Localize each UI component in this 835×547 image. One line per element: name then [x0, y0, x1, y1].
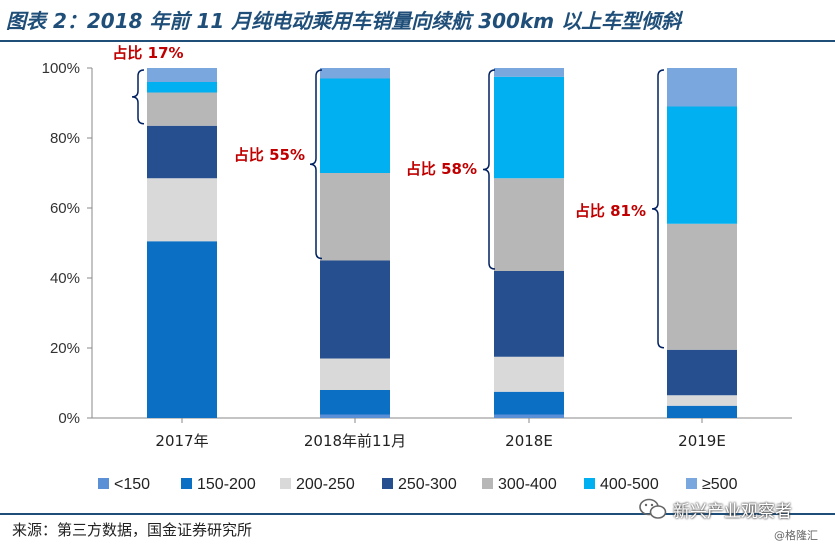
x-tick-label: 2019E — [678, 432, 726, 450]
bar-segment — [147, 125, 217, 179]
bar-segment — [147, 241, 217, 418]
annotation-label: 占比 58% — [406, 160, 477, 178]
watermark-site: @格隆汇 — [774, 529, 818, 542]
bar-segment — [494, 68, 564, 77]
legend-swatch — [98, 478, 109, 489]
y-tick-label: 0% — [58, 410, 80, 427]
legend-label: <150 — [114, 476, 150, 493]
y-tick-label: 80% — [50, 130, 80, 147]
title-bar — [0, 0, 835, 42]
y-tick-label: 20% — [50, 340, 80, 357]
y-tick-label: 100% — [42, 60, 80, 77]
bar-segment — [494, 356, 564, 392]
bar-segment — [667, 395, 737, 406]
annotation-label: 占比 17% — [112, 44, 183, 62]
annotation-brace — [482, 69, 496, 270]
source-note: 来源：第三方数据，国金证券研究所 — [12, 521, 253, 539]
bar-segment — [147, 82, 217, 93]
annotation-label: 占比 81% — [575, 202, 646, 220]
bar-segment — [147, 178, 217, 242]
bar-segment — [494, 76, 564, 179]
bar-segment — [667, 405, 737, 418]
bar-segment — [320, 78, 390, 173]
bar-segment — [320, 68, 390, 79]
y-tick-label: 40% — [50, 270, 80, 287]
y-tick-label: 60% — [50, 200, 80, 217]
bar-segment — [667, 223, 737, 350]
legend-swatch — [382, 478, 393, 489]
bar-segment — [147, 92, 217, 126]
legend-label: 400-500 — [600, 476, 659, 493]
bar-segment — [494, 414, 564, 418]
bar-segment — [147, 68, 217, 82]
legend-swatch — [482, 478, 493, 489]
bar-segment — [320, 260, 390, 359]
wechat-icon — [639, 498, 667, 519]
legend-label: ≥500 — [702, 476, 738, 493]
legend-label: 300-400 — [498, 476, 557, 493]
legend-swatch — [686, 478, 697, 489]
legend-swatch — [280, 478, 291, 489]
bar-segment — [320, 414, 390, 418]
bar-segment — [494, 391, 564, 415]
bar-segment — [667, 349, 737, 396]
annotation-brace — [309, 69, 323, 260]
chart-title: 图表 2：2018 年前 11 月纯电动乘用车销量向续航 300km 以上车型倾… — [6, 9, 682, 33]
bar-segment — [320, 173, 390, 261]
legend-swatch — [584, 478, 595, 489]
x-tick-label: 2017年 — [155, 432, 208, 450]
legend-swatch — [181, 478, 192, 489]
annotation-brace — [651, 69, 665, 349]
watermark-account: 新兴产业观察者 — [673, 502, 792, 522]
bar-segment — [494, 271, 564, 357]
source-divider — [0, 513, 835, 515]
x-tick-label: 2018E — [505, 432, 553, 450]
bar-segment — [320, 358, 390, 390]
legend-label: 200-250 — [296, 476, 355, 493]
x-tick-label: 2018年前11月 — [304, 432, 406, 450]
legend-label: 250-300 — [398, 476, 457, 493]
legend-label: 150-200 — [197, 476, 256, 493]
bar-segment — [667, 68, 737, 107]
bar-segment — [667, 106, 737, 224]
bar-segment — [494, 178, 564, 271]
bar-segment — [320, 390, 390, 415]
annotation-label: 占比 55% — [234, 146, 305, 164]
annotation-brace — [131, 69, 145, 125]
